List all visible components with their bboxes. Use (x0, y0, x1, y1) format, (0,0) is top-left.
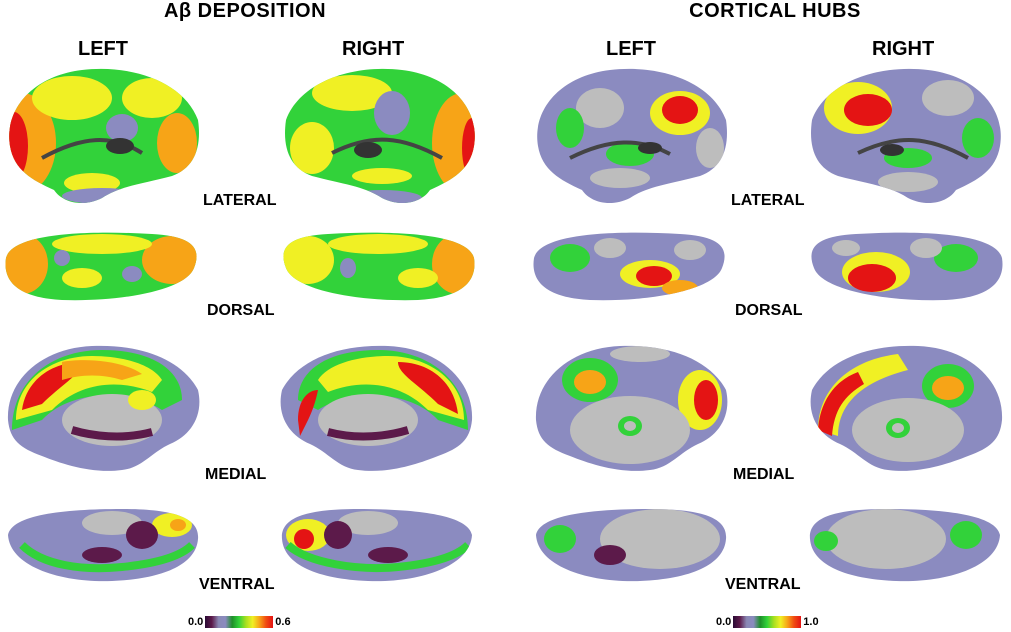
hub-scale-min: 0.0 (716, 616, 732, 628)
hub-left-ventral-brain (536, 509, 727, 582)
hub-right-label: RIGHT (872, 38, 935, 60)
hub-view-medial: MEDIAL (733, 466, 795, 483)
ab-colorbar (205, 616, 274, 628)
hub-right-medial-brain (810, 345, 1003, 471)
hub-color-scale: 0.0 1.0 (716, 614, 819, 630)
hub-left-label: LEFT (606, 38, 656, 60)
ab-color-scale: 0.0 0.6 (188, 614, 291, 630)
ab-left-label: LEFT (78, 38, 128, 60)
ab-left-medial-brain (7, 345, 200, 471)
hub-view-lateral: LATERAL (731, 192, 805, 209)
hub-right-dorsal-brain (811, 232, 1003, 301)
hub-left-dorsal-brain (533, 232, 725, 301)
hub-right-ventral-brain (809, 509, 1000, 582)
ab-left-dorsal-brain (5, 232, 197, 301)
cortical-hubs-title: CORTICAL HUBS (689, 0, 861, 22)
hub-scale-max: 1.0 (803, 616, 819, 628)
hub-view-dorsal: DORSAL (735, 302, 803, 319)
ab-left-lateral-brain (9, 68, 199, 204)
ab-view-dorsal: DORSAL (207, 302, 275, 319)
ab-view-medial: MEDIAL (205, 466, 267, 483)
ab-scale-min: 0.0 (188, 616, 204, 628)
hub-view-ventral: VENTRAL (725, 576, 801, 593)
ab-right-medial-brain (280, 345, 473, 471)
ab-deposition-title: Aβ DEPOSITION (163, 0, 327, 22)
hub-colorbar (733, 616, 802, 628)
hub-left-lateral-brain (537, 68, 727, 204)
ab-left-ventral-brain (8, 509, 199, 582)
ab-scale-max: 0.6 (275, 616, 291, 628)
ab-view-lateral: LATERAL (203, 192, 277, 209)
ab-right-ventral-brain (281, 509, 472, 582)
ab-right-label: RIGHT (342, 38, 405, 60)
hub-left-medial-brain (535, 345, 728, 471)
ab-right-lateral-brain (285, 68, 475, 204)
ab-view-ventral: VENTRAL (199, 576, 275, 593)
ab-right-dorsal-brain (283, 232, 475, 301)
hub-right-lateral-brain (811, 68, 1001, 204)
